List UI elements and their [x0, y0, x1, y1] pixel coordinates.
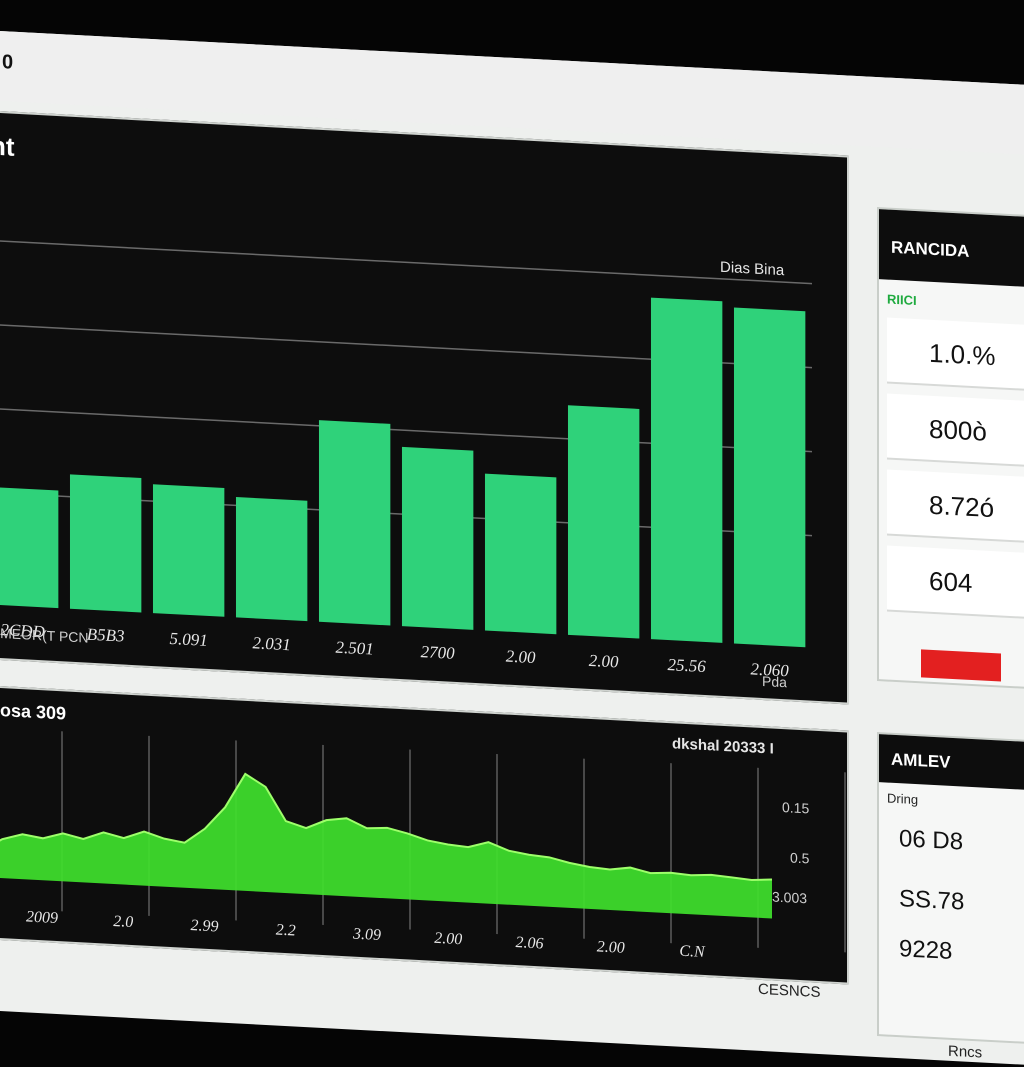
bar-panel-footer-right: Pda — [762, 672, 787, 691]
area-tick-label-1: 2.0 — [113, 913, 133, 931]
bar-chart-panel: nt Dias Bina 2CDD B5B3 5.091 2.031 2.501 2700… — [0, 110, 849, 705]
bar-0 — [0, 486, 59, 609]
bar-4 — [318, 420, 391, 626]
area-series — [0, 773, 772, 919]
bar-gridline-3 — [0, 239, 812, 285]
area-tick-label-7: 2.00 — [597, 938, 625, 956]
bar-5 — [401, 446, 474, 630]
area-right-label-1: 0.15 — [782, 799, 810, 817]
bar-tick-label-8: 25.56 — [668, 655, 707, 676]
kpi-card-4[interactable]: 604 — [887, 545, 1024, 620]
area-chart: 2009 2.0 2.99 2.2 3.09 2.00 2.06 2.00 C.N — [0, 731, 846, 961]
kpi-panel-header: RANCIDA — [879, 209, 1024, 288]
area-tick-label-5: 2.00 — [434, 930, 462, 948]
area-tick-label-3: 2.2 — [276, 922, 296, 940]
bar-9 — [733, 307, 806, 648]
summary-value-2: SS.78 — [899, 885, 965, 916]
kpi-card-2[interactable]: 800ò — [887, 393, 1024, 468]
area-tick-label-2: 2.99 — [191, 917, 219, 935]
footer-label: Rncs — [948, 1042, 983, 1062]
area-right-label-2: 0.5 — [790, 849, 810, 867]
bar-tick-label-7: 2.00 — [589, 651, 619, 672]
bar-6 — [484, 473, 557, 635]
bar-chart: 2CDD B5B3 5.091 2.031 2.501 2700 2.00 2.00 25.56… — [0, 239, 812, 680]
bar-tick-label-9: 2.060 — [751, 659, 790, 680]
bar-1 — [69, 474, 142, 613]
summary-value-1: 06 D8 — [899, 825, 964, 856]
area-panel-footer: CESNCS — [758, 980, 821, 1002]
kpi-card-1[interactable]: 1.0.% — [887, 317, 1024, 392]
bar-tick-label-0: 2CDD — [0, 620, 45, 641]
kpi-card-3[interactable]: 8.72ó — [887, 469, 1024, 544]
bar-tick-label-3: 2.031 — [253, 633, 291, 654]
area-tick-label-4: 3.09 — [352, 926, 381, 945]
window-title: 0 — [2, 51, 14, 74]
summary-panel-subtitle: Dring — [887, 790, 919, 808]
monitor-screen: 0 nt Dias Bina 2CDD B5B3 5.091 2.031 2.501 27… — [0, 30, 1024, 1067]
bar-tick-label-5: 2700 — [421, 642, 455, 663]
kpi-panel: RANCIDA RIICI 1.0.% 800ò 8.72ó 604 — [877, 207, 1024, 690]
area-right-label-3: 3.003 — [772, 888, 808, 907]
bar-7 — [567, 405, 640, 639]
bar-tick-label-2: 5.091 — [170, 629, 208, 650]
summary-panel-header: AMLEV — [879, 734, 1024, 791]
bar-tick-label-4: 2.501 — [336, 638, 374, 659]
summary-panel: AMLEV Dring 06 D8 SS.78 9228 — [877, 732, 1024, 1045]
area-chart-panel: cosa 309 dkshal 20333 I 2009 2.0 2.99 2.2 3.… — [0, 685, 849, 985]
area-tick-label-8: C.N — [679, 943, 706, 961]
bar-tick-label-1: B5B3 — [87, 625, 125, 646]
area-tick-label-6: 2.06 — [516, 934, 544, 952]
alert-indicator — [921, 649, 1001, 682]
area-series-line — [0, 772, 773, 881]
bar-3 — [235, 497, 308, 622]
summary-value-3: 9228 — [899, 935, 953, 965]
area-tick-label-0: 2009 — [26, 908, 58, 927]
bar-2 — [152, 484, 225, 617]
kpi-panel-subtitle: RIICI — [887, 291, 917, 309]
bar-tick-label-6: 2.00 — [506, 647, 536, 668]
bar-8 — [650, 297, 723, 643]
